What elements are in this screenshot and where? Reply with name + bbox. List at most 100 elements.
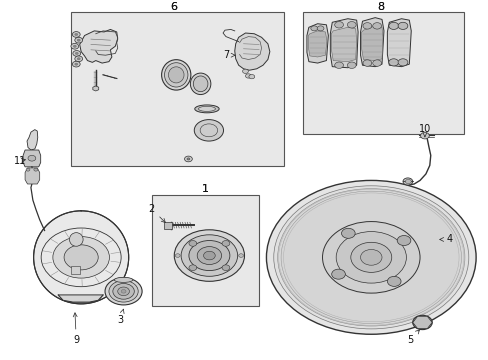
Text: 9: 9 xyxy=(73,313,79,345)
Circle shape xyxy=(317,26,324,31)
Circle shape xyxy=(75,33,78,36)
Circle shape xyxy=(188,240,229,271)
Circle shape xyxy=(245,74,251,78)
Circle shape xyxy=(71,44,79,49)
Circle shape xyxy=(53,237,109,278)
Circle shape xyxy=(77,39,80,41)
Text: 8: 8 xyxy=(377,2,384,12)
Text: 11: 11 xyxy=(14,156,26,166)
Circle shape xyxy=(105,278,142,305)
Circle shape xyxy=(188,265,196,271)
Circle shape xyxy=(388,22,398,30)
Circle shape xyxy=(334,62,343,68)
Circle shape xyxy=(396,235,410,246)
Circle shape xyxy=(420,132,428,139)
Circle shape xyxy=(362,23,371,29)
Circle shape xyxy=(402,178,412,185)
Circle shape xyxy=(197,247,221,265)
Polygon shape xyxy=(361,26,382,60)
Polygon shape xyxy=(93,86,99,91)
Circle shape xyxy=(277,189,464,326)
Bar xyxy=(152,195,259,306)
Text: 6: 6 xyxy=(170,2,177,12)
Circle shape xyxy=(181,235,237,276)
Circle shape xyxy=(242,69,248,73)
Text: 8: 8 xyxy=(377,2,384,12)
Bar xyxy=(71,12,283,166)
Ellipse shape xyxy=(161,60,190,90)
Polygon shape xyxy=(412,316,431,329)
Circle shape xyxy=(75,63,78,65)
Circle shape xyxy=(64,245,98,270)
Circle shape xyxy=(372,23,381,29)
Circle shape xyxy=(28,156,36,161)
Polygon shape xyxy=(386,19,410,67)
Polygon shape xyxy=(23,150,41,167)
Circle shape xyxy=(73,45,76,47)
Ellipse shape xyxy=(168,67,183,83)
Circle shape xyxy=(397,22,407,30)
Bar xyxy=(71,266,80,274)
Polygon shape xyxy=(234,33,269,70)
Circle shape xyxy=(72,61,80,67)
Circle shape xyxy=(346,22,355,28)
Circle shape xyxy=(75,37,82,43)
Text: 3: 3 xyxy=(117,309,124,325)
Polygon shape xyxy=(27,130,38,150)
Text: 7: 7 xyxy=(223,50,235,60)
Circle shape xyxy=(334,22,343,28)
Circle shape xyxy=(335,231,406,283)
Circle shape xyxy=(188,240,196,246)
Circle shape xyxy=(113,283,134,299)
Circle shape xyxy=(372,60,381,66)
Text: 5: 5 xyxy=(407,330,419,345)
Circle shape xyxy=(360,249,381,265)
Circle shape xyxy=(362,60,371,66)
Circle shape xyxy=(397,59,407,66)
Text: 2: 2 xyxy=(148,204,165,222)
Circle shape xyxy=(416,318,427,327)
Circle shape xyxy=(281,191,461,324)
Circle shape xyxy=(203,251,215,260)
Polygon shape xyxy=(80,30,118,63)
Polygon shape xyxy=(25,168,40,184)
Ellipse shape xyxy=(198,106,215,111)
Circle shape xyxy=(238,254,243,257)
Circle shape xyxy=(388,59,398,66)
Circle shape xyxy=(186,158,189,160)
Polygon shape xyxy=(330,27,356,62)
Circle shape xyxy=(34,168,38,171)
Circle shape xyxy=(341,228,354,238)
Circle shape xyxy=(175,254,180,257)
Circle shape xyxy=(248,75,254,79)
Circle shape xyxy=(73,50,81,56)
Polygon shape xyxy=(58,295,103,302)
Circle shape xyxy=(222,265,229,271)
Circle shape xyxy=(26,168,30,171)
Polygon shape xyxy=(306,24,328,63)
Ellipse shape xyxy=(193,76,207,92)
Circle shape xyxy=(194,120,223,141)
Circle shape xyxy=(346,62,355,68)
Circle shape xyxy=(273,186,468,329)
Circle shape xyxy=(77,58,80,60)
Ellipse shape xyxy=(194,105,219,113)
Circle shape xyxy=(405,179,410,184)
Circle shape xyxy=(109,280,138,302)
Circle shape xyxy=(174,230,244,281)
Text: 6: 6 xyxy=(170,2,177,12)
Circle shape xyxy=(222,240,229,246)
Circle shape xyxy=(350,242,391,273)
Circle shape xyxy=(121,289,126,293)
Ellipse shape xyxy=(114,277,133,282)
Circle shape xyxy=(118,287,129,296)
Circle shape xyxy=(184,156,192,162)
Circle shape xyxy=(331,269,345,279)
Bar xyxy=(303,12,463,134)
Circle shape xyxy=(72,32,80,37)
Circle shape xyxy=(266,180,475,334)
Ellipse shape xyxy=(69,233,83,246)
Circle shape xyxy=(75,52,78,54)
Polygon shape xyxy=(308,31,326,57)
Text: 10: 10 xyxy=(418,123,430,137)
